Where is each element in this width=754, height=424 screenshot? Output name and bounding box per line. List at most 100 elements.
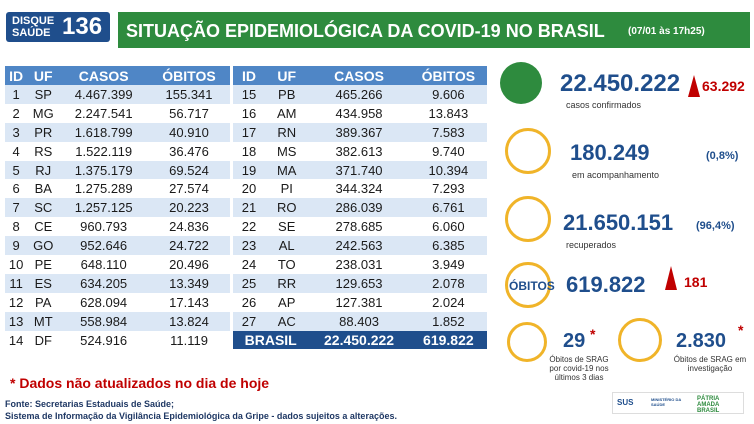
stat-percent: (0,8%)	[706, 150, 739, 162]
cell: 4	[12, 143, 20, 159]
column-header: CASOS	[59, 66, 149, 85]
stat-value: 180.249	[570, 140, 650, 165]
cell: 127.381	[335, 294, 383, 310]
source: Sistema de Informação da Vigilância Epid…	[5, 411, 397, 421]
source: Fonte: Secretarias Estaduais de Saúde;	[5, 399, 175, 409]
cell: TO	[277, 256, 296, 272]
cell: 56.717	[169, 105, 209, 121]
cell: 26	[241, 294, 257, 310]
cell: 2.247.541	[74, 105, 133, 121]
cell: 558.984	[59, 311, 149, 331]
table-row: 24 TO 238.031 3.949	[233, 255, 487, 274]
cell: 1.522.119	[75, 143, 133, 159]
cell: 22	[241, 219, 257, 235]
cell: 465.266	[308, 85, 410, 104]
cell: 7.293	[432, 181, 465, 197]
cell: 1.257.125	[59, 198, 149, 218]
icon	[505, 262, 551, 308]
cell: 960.793	[80, 219, 128, 235]
stat-value: 21.650.151	[563, 210, 674, 235]
cell: 9.740	[432, 143, 465, 159]
cell: PR	[27, 122, 60, 142]
table-row: 26 AP 127.381 2.024	[233, 293, 487, 312]
table-row: 14 DF 524.916 11.119	[5, 331, 230, 350]
cell: RN	[265, 122, 309, 142]
cell: 9	[5, 236, 28, 256]
cell: AP	[278, 294, 296, 310]
cell: 648.110	[80, 256, 127, 272]
cell: MS	[276, 143, 297, 159]
icon	[618, 318, 662, 362]
table-row: 7 SC 1.257.125 20.223	[5, 198, 230, 218]
cell: 2	[12, 105, 20, 121]
cell: 18	[241, 143, 257, 159]
cell: 634.205	[59, 273, 149, 293]
cell: 13.843	[428, 105, 469, 121]
cell: 2.078	[409, 273, 487, 293]
table-row: 1 SP 4.467.399 155.341	[5, 85, 230, 104]
cell: 242.563	[308, 236, 410, 256]
cell: 344.324	[335, 181, 383, 197]
cell: 2.024	[432, 294, 465, 310]
cell: 13.824	[148, 311, 230, 331]
logo: DISQUE SAÚDE 136	[6, 12, 110, 42]
cell: SP	[27, 85, 60, 104]
cell: DF	[34, 332, 52, 348]
logo-gov: PÁTRIA AMADA BRASIL	[697, 396, 720, 414]
stat-label: Óbitos de SRAG por covid-19 nos últimos …	[549, 355, 609, 382]
table-row: 3 PR 1.618.799 40.910	[5, 122, 230, 142]
cell: 1.375.179	[59, 160, 149, 180]
asterisk: *	[738, 322, 744, 338]
cell: MG	[32, 105, 54, 121]
table-right: ID UF CASOS ÓBITOS 15 PB 465.266 9.606 16 AM 434.9…	[233, 66, 487, 350]
stat-value: 2.830	[676, 330, 727, 352]
cell: ES	[27, 273, 60, 293]
column-header: UF	[265, 66, 309, 85]
cell: MA	[265, 160, 309, 180]
title: SITUAÇÃO EPIDEMIOLÓGICA DA COVID-19 NO B…	[126, 21, 605, 41]
table-row: 2 MG 2.247.541 56.717	[5, 104, 230, 123]
table-row: 25 RR 129.653 2.078	[233, 273, 487, 293]
cell: RJ	[27, 160, 60, 180]
cell: 3.949	[432, 256, 465, 272]
cell: PB	[265, 85, 309, 104]
cell: 6.385	[409, 236, 487, 256]
table-row: 16 AM 434.958 13.843	[233, 104, 487, 123]
header-row: ID UF CASOS ÓBITOS	[233, 66, 487, 85]
table-row: 23 AL 242.563 6.385	[233, 236, 487, 256]
cell: 5	[5, 160, 28, 180]
table-row: 9 GO 952.646 24.722	[5, 236, 230, 256]
cell: 27.574	[169, 181, 209, 197]
header-row: ID UF CASOS ÓBITOS	[5, 66, 230, 85]
table-row: 11 ES 634.205 13.349	[5, 273, 230, 293]
cell: PE	[34, 256, 52, 272]
cell: 10.394	[409, 160, 487, 180]
total-row: BRASIL 22.450.222 619.822	[233, 330, 487, 350]
cell: 6.761	[409, 198, 487, 218]
cell: 20.496	[169, 256, 209, 272]
footer-logos: SUS MINISTÉRIO DA SAÚDE PÁTRIA AMADA BRA…	[612, 392, 744, 414]
cell: 129.653	[308, 273, 410, 293]
cell: 17	[233, 122, 266, 142]
cell: 155.341	[148, 85, 230, 104]
column-header: ID	[233, 66, 266, 85]
cell: 25	[233, 273, 266, 293]
cell: 9.606	[409, 85, 487, 104]
table-row: 22 SE 278.685 6.060	[233, 217, 487, 236]
up-arrow	[665, 266, 677, 290]
cell: 238.031	[335, 256, 383, 272]
table-row: 5 RJ 1.375.179 69.524	[5, 160, 230, 180]
column-header: CASOS	[308, 66, 410, 85]
sources: Fonte: Secretarias Estaduais de Saúde; S…	[5, 398, 397, 422]
cell: BA	[34, 181, 52, 197]
cell: PA	[35, 294, 52, 310]
cell: 11.119	[170, 332, 208, 348]
timestamp: (07/01 às 17h25)	[628, 26, 705, 37]
stat-value: 22.450.222	[560, 70, 681, 97]
stat-new: 181	[684, 274, 708, 290]
cell: 23	[233, 236, 266, 256]
icon	[507, 322, 547, 362]
cell: AM	[276, 105, 297, 121]
stat-label: recuperados	[566, 240, 617, 250]
logo-line: SAÚDE	[12, 27, 51, 39]
